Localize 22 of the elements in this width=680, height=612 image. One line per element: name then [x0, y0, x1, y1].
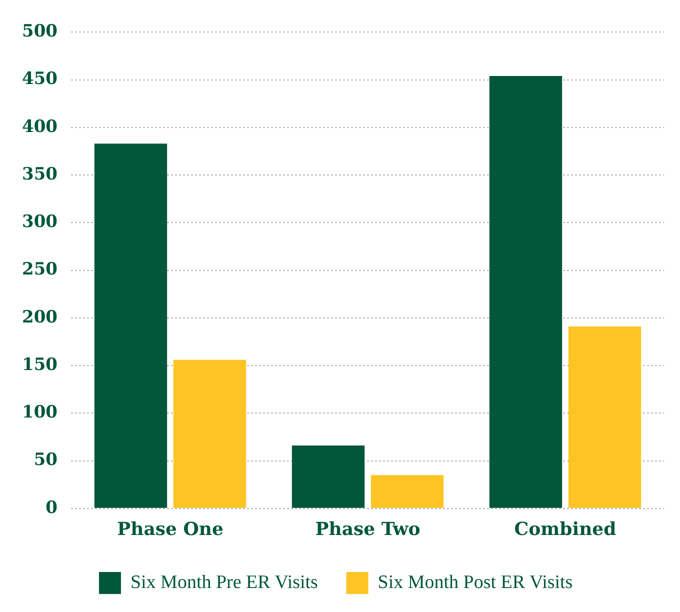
y-tick-label: 400: [22, 116, 58, 137]
x-tick-label: Phase Two: [315, 518, 420, 540]
y-tick-label: 500: [22, 22, 58, 42]
x-tick-label: Combined: [514, 518, 617, 540]
y-tick-label: 0: [46, 498, 58, 518]
y-tick-label: 50: [34, 450, 58, 470]
bar: [94, 144, 168, 508]
y-tick-label: 450: [22, 69, 58, 90]
x-tick-label: Phase One: [117, 518, 224, 540]
y-tick-label: 250: [22, 260, 58, 280]
bar: [370, 475, 444, 508]
y-tick-label: 150: [22, 354, 58, 375]
y-tick-label: 300: [22, 212, 58, 232]
bar: [568, 326, 642, 508]
legend-label: Six Month Pre ER Visits: [130, 572, 318, 593]
legend-label: Six Month Post ER Visits: [378, 572, 573, 593]
y-tick-label: 350: [22, 164, 58, 184]
y-tick-label: 200: [22, 307, 58, 328]
y-tick-label: 100: [22, 402, 58, 423]
bar: [489, 76, 562, 508]
bar: [173, 360, 246, 508]
bar: [292, 446, 365, 508]
